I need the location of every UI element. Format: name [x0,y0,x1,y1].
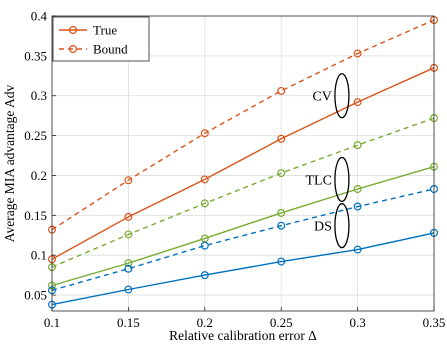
tick-layer: 0.1 0.15 0.2 0.25 0.3 0.35 0.05 0.1 0.15 0.2 0.25 0… [24,9,445,331]
annotation-label-ds: DS [314,220,332,235]
y-tick-label: 0.2 [31,168,47,183]
y-tick-label: 0.05 [24,288,47,303]
y-tick-label: 0.3 [31,88,47,103]
data-point-tlc-bound [124,230,133,239]
data-point-tlc-true [124,259,133,268]
y-tick-label: 0.1 [31,248,47,263]
data-point-ds-bound [353,202,362,211]
data-point-cv-true [200,175,209,184]
data-point-cv-bound [200,129,209,138]
series-line-ds-true [51,232,435,306]
data-point-ds-bound [124,264,133,273]
x-axis-label: Relative calibration error Δ [169,328,317,343]
y-tick-label: 0.25 [24,128,47,143]
x-tick-label: 0.25 [270,315,293,330]
x-tick-label: 0.15 [117,315,140,330]
legend-marker-bound [68,44,77,53]
plot-frame [51,15,435,312]
x-tick-label: 0.2 [197,315,213,330]
data-point-tlc-bound [353,141,362,150]
data-point-ds-true [124,285,133,294]
annotation-ellipse-ds [334,203,350,249]
annotation-layer: CV TLC DS [305,73,350,249]
series-line-cv-true [51,67,435,260]
data-point-ds-bound [277,221,286,230]
data-point-cv-true [277,134,286,143]
x-tick-label: 0.1 [44,315,60,330]
series-line-ds-bound [51,188,435,291]
data-point-cv-bound [277,86,286,95]
series-line-tlc-bound [51,117,435,268]
data-point-tlc-true [353,185,362,194]
y-axis-label: Average MIA advantage Adv [2,84,17,242]
x-tick-label: 0.3 [349,315,365,330]
legend-box [52,16,150,62]
data-point-cv-bound [353,49,362,58]
data-point-tlc-bound [277,169,286,178]
annotation-label-cv: CV [312,90,331,105]
legend-label-bound: Bound [93,42,128,57]
data-point-cv-bound [124,176,133,185]
annotation-ellipse-tlc [334,156,350,203]
annotation-label-tlc: TLC [305,173,331,188]
data-point-cv-true [353,98,362,107]
y-tick-label: 0.4 [31,9,48,24]
data-point-ds-bound [200,241,209,250]
data-point-cv-true [124,212,133,221]
data-point-ds-true [277,257,286,266]
data-point-ds-true [353,245,362,254]
data-point-ds-true [200,271,209,280]
data-point-tlc-bound [200,199,209,208]
y-tick-label: 0.15 [24,208,47,223]
series-line-cv-bound [51,19,435,231]
legend-marker-true [68,26,77,35]
legend-label-true: True [93,23,117,38]
series-line-tlc-true [51,166,435,287]
annotation-ellipse-cv [334,73,350,119]
legend: True Bound [52,16,150,62]
y-tick-label: 0.35 [24,48,47,63]
data-point-tlc-true [277,208,286,217]
x-tick-label: 0.35 [423,315,446,330]
